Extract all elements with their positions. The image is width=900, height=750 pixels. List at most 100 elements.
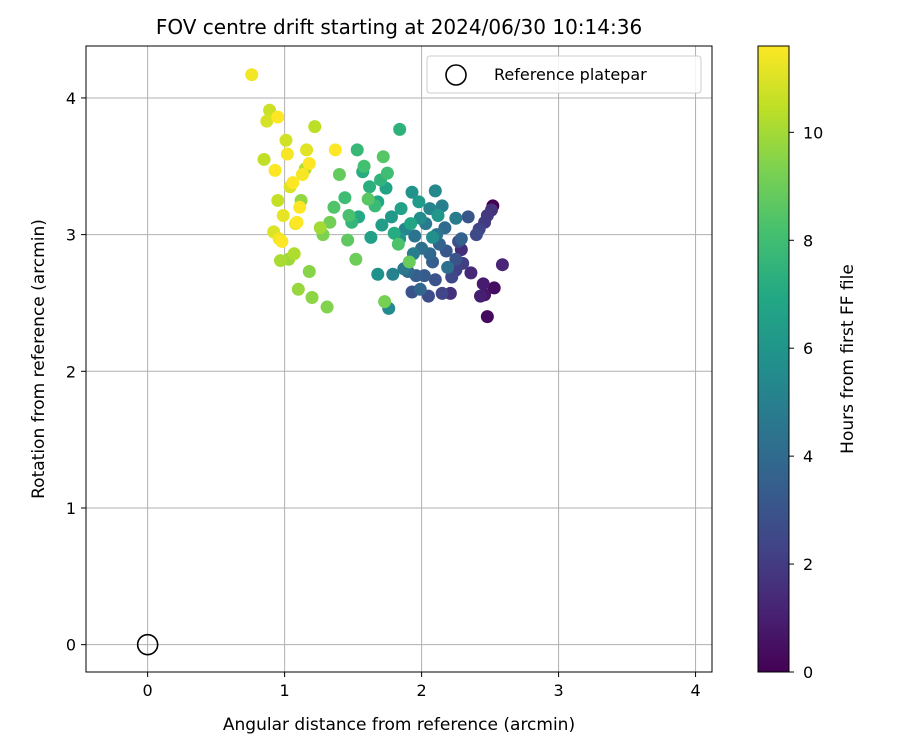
x-tick-label: 1	[280, 681, 290, 700]
plot-frame	[85, 45, 713, 673]
x-tick-label: 0	[143, 681, 153, 700]
data-point	[268, 163, 282, 177]
data-point	[371, 267, 385, 281]
y-axis-label: Rotation from reference (arcmin)	[29, 219, 49, 499]
colorbar-tick-label: 8	[803, 231, 813, 250]
data-point	[428, 184, 442, 198]
legend-label: Reference platepar	[494, 65, 647, 84]
data-point	[357, 159, 371, 173]
grid	[86, 46, 712, 672]
colorbar-gradient	[757, 45, 790, 673]
data-point	[435, 286, 449, 300]
data-point	[394, 202, 408, 216]
data-point	[361, 192, 375, 206]
data-point	[302, 265, 316, 279]
data-point	[291, 282, 305, 296]
data-point	[469, 228, 483, 242]
data-point	[378, 295, 392, 309]
data-point	[461, 210, 475, 224]
data-point	[380, 166, 394, 180]
data-point	[290, 215, 304, 229]
data-point	[287, 247, 301, 261]
x-axis-ticks: 0 1 2 3 4	[143, 672, 701, 700]
data-point	[364, 230, 378, 244]
data-point	[384, 210, 398, 224]
colorbar-label: Hours from first FF file	[838, 264, 858, 454]
data-point	[327, 200, 341, 214]
data-point	[391, 237, 405, 251]
data-point	[431, 208, 445, 222]
data-point	[449, 252, 463, 266]
data-point	[476, 277, 490, 291]
data-point	[257, 152, 271, 166]
chart-title: FOV centre drift starting at 2024/06/30 …	[156, 15, 642, 39]
y-tick-label: 1	[66, 499, 76, 518]
data-point	[245, 68, 259, 82]
data-point	[464, 266, 478, 280]
data-point	[274, 254, 288, 268]
colorbar-tick-label: 0	[803, 663, 813, 682]
data-point	[350, 143, 364, 157]
data-point	[279, 133, 293, 147]
data-point	[413, 282, 427, 296]
legend-box	[426, 55, 702, 94]
y-tick-label: 4	[66, 89, 76, 108]
data-point	[260, 114, 274, 128]
data-point	[313, 221, 327, 235]
data-point	[376, 150, 390, 164]
data-point	[271, 193, 285, 207]
data-point	[341, 233, 355, 247]
y-tick-label: 3	[66, 226, 76, 245]
reference-platepar-marker	[136, 633, 159, 656]
data-point	[320, 300, 334, 314]
data-point	[280, 147, 294, 161]
x-tick-label: 4	[690, 681, 700, 700]
data-point	[386, 267, 400, 281]
colorbar-tick-label: 4	[803, 447, 813, 466]
colorbar-tick-label: 10	[803, 123, 823, 142]
y-tick-label: 0	[66, 636, 76, 655]
data-point	[323, 215, 337, 229]
data-point	[293, 200, 307, 214]
data-point	[426, 230, 440, 244]
data-point	[474, 289, 488, 303]
data-point	[402, 255, 416, 269]
x-tick-label: 2	[417, 681, 427, 700]
data-point	[480, 310, 494, 324]
data-point	[300, 143, 314, 157]
data-point	[495, 258, 509, 272]
data-point	[328, 143, 342, 157]
data-points	[245, 68, 509, 324]
data-point	[349, 252, 363, 266]
data-point	[405, 185, 419, 199]
data-point	[305, 290, 319, 304]
data-point	[428, 273, 442, 287]
legend-marker-icon	[445, 64, 467, 86]
x-tick-label: 3	[553, 681, 563, 700]
data-point	[449, 211, 463, 225]
colorbar-tick-label: 2	[803, 555, 813, 574]
data-point	[408, 229, 422, 243]
data-point	[271, 110, 285, 124]
colorbar-ticks: 0 2 4 6 8 10	[789, 123, 823, 682]
legend: Reference platepar	[426, 55, 702, 94]
data-point	[375, 218, 389, 232]
x-axis-label: Angular distance from reference (arcmin)	[223, 715, 575, 735]
colorbar: 0 2 4 6 8 10 Hours from first FF file	[757, 45, 858, 682]
data-point	[387, 226, 401, 240]
data-point	[308, 120, 322, 134]
data-point	[404, 217, 418, 231]
data-point	[454, 232, 468, 246]
data-point	[302, 157, 316, 171]
data-point	[338, 191, 352, 205]
y-axis-ticks: 0 1 2 3 4	[66, 89, 86, 655]
data-point	[393, 122, 407, 136]
data-point	[441, 260, 455, 274]
data-point	[332, 167, 346, 181]
data-point	[286, 176, 300, 190]
y-tick-label: 2	[66, 362, 76, 381]
data-point	[295, 167, 309, 181]
data-point	[363, 180, 377, 194]
data-point	[412, 195, 426, 209]
